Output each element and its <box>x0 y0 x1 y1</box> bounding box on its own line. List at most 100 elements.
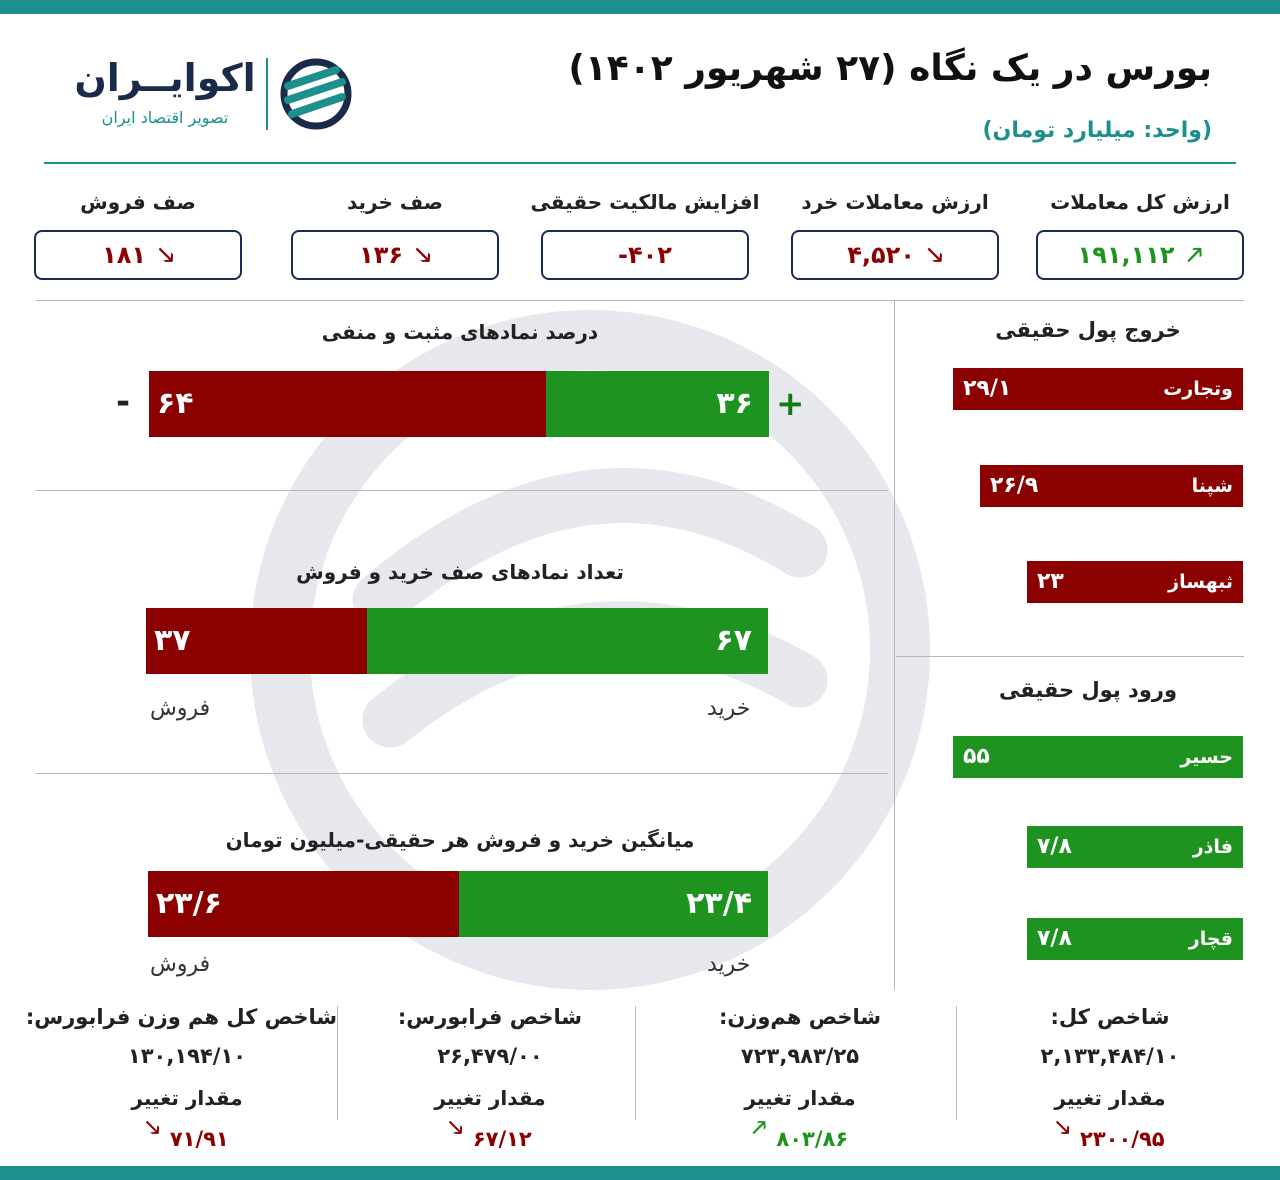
arrow-up-right-icon: 🡕 <box>1186 241 1203 269</box>
inflow-value: ۷/۸ <box>1037 926 1072 951</box>
queues-negative-bar: ۳۷ <box>146 608 367 674</box>
inflow-bar: حسیر ۵۵ <box>953 736 1243 778</box>
page-title: بورس در یک نگاه (۲۷ شهریور ۱۴۰۲) <box>568 48 1212 89</box>
index-value: ۱۳۰,۱۹۴/۱۰ <box>127 1044 247 1068</box>
logo-name: اکوایــران <box>74 56 256 100</box>
outflow-title: خروج پول حقیقی <box>995 318 1181 342</box>
index-change-value: ۷۱/۹۱ <box>169 1127 229 1151</box>
top-accent-bar <box>0 0 1280 14</box>
index-change-label: مقدار تغییر <box>744 1086 856 1110</box>
logo-tagline: تصویر اقتصاد ایران <box>101 108 229 127</box>
averages-negative-bar: ۲۳/۶ <box>148 871 459 937</box>
index-column: شاخص فرابورس: ۲۶,۴۷۹/۰۰ مقدار تغییر ۶۷/۱۲ 🡖 <box>340 1000 640 1160</box>
grid-line <box>896 656 1244 657</box>
outflow-value: ۲۶/۹ <box>990 473 1039 498</box>
inflow-symbol: فاذر <box>1192 836 1233 858</box>
metric-value: ۱۸۱ <box>102 241 147 269</box>
inflow-bar: قچار ۷/۸ <box>1027 918 1243 960</box>
outflow-bar: ثبهساز ۲۳ <box>1027 561 1243 603</box>
inflow-title: ورود پول حقیقی <box>998 678 1178 702</box>
queues-positive-bar: ۶۷ <box>367 608 768 674</box>
unit-label: (واحد: میلیارد تومان) <box>982 118 1213 143</box>
averages-title: میانگین خرید و فروش هر حقیقی-میلیون توما… <box>225 828 695 852</box>
arrow-down-right-icon: 🡖 <box>415 241 431 269</box>
queues-buy-label: خرید <box>707 696 751 721</box>
arrow-down-right-icon: 🡖 <box>448 1116 463 1141</box>
grid-line <box>635 1006 636 1120</box>
metric-box: ۱۸۱ 🡖 <box>34 230 242 280</box>
metric-label: صف فروش <box>80 190 196 214</box>
metric-box: ۴,۵۲۰ 🡖 <box>791 230 999 280</box>
index-name: شاخص فرابورس: <box>397 1005 583 1029</box>
index-change: ۷۱/۹۱ 🡖 <box>37 1118 337 1160</box>
index-change-value: ۸۰۳/۸۶ <box>776 1127 849 1151</box>
metric-box: ۱۹۱,۱۱۲ 🡕 <box>1036 230 1244 280</box>
index-name: شاخص کل هم وزن فرابورس: <box>25 1005 337 1029</box>
arrow-down-right-icon: 🡖 <box>1055 1116 1070 1141</box>
pos-neg-positive-bar: ۳۶ <box>546 371 769 437</box>
outflow-value: ۲۳ <box>1037 569 1064 594</box>
outflow-bar: شپنا ۲۶/۹ <box>980 465 1243 507</box>
outflow-bar: وتجارت ۲۹/۱ <box>953 368 1243 410</box>
metric-box: ۱۳۶ 🡖 <box>291 230 499 280</box>
index-change: ۸۰۳/۸۶ 🡕 <box>650 1118 950 1160</box>
plus-sign: + <box>776 384 805 424</box>
queues-positive-value: ۶۷ <box>715 623 752 658</box>
outflow-symbol: ثبهساز <box>1168 571 1233 593</box>
index-column: شاخص کل: ۲,۱۳۳,۴۸۴/۱۰ مقدار تغییر ۲۳۰۰/۹۵ 🡖 <box>960 1000 1260 1160</box>
averages-buy-label: خرید <box>707 952 751 977</box>
grid-line <box>337 1006 338 1120</box>
inflow-symbol: حسیر <box>1180 746 1233 768</box>
averages-positive-value: ۲۳/۴ <box>686 886 752 921</box>
metric-label: ارزش کل معاملات <box>1050 190 1230 214</box>
queues-title: تعداد نمادهای صف خرید و فروش <box>296 560 624 584</box>
grid-line <box>36 490 888 491</box>
inflow-symbol: قچار <box>1188 928 1233 950</box>
arrow-up-right-icon: 🡕 <box>751 1116 767 1141</box>
metric-box: -۴۰۲ <box>541 230 749 280</box>
grid-line <box>36 300 1244 301</box>
inflow-bar: فاذر ۷/۸ <box>1027 826 1243 868</box>
index-change-label: مقدار تغییر <box>1054 1086 1166 1110</box>
brand-logo: اکوایــران تصویر اقتصاد ایران <box>70 52 360 136</box>
header-divider <box>44 162 1236 164</box>
minus-sign: - <box>116 382 131 422</box>
pos-neg-title: درصد نمادهای مثبت و منفی <box>321 320 599 344</box>
arrow-down-right-icon: 🡖 <box>926 241 943 269</box>
queues-sell-label: فروش <box>150 696 211 721</box>
metric-label: افزایش مالکیت حقیقی <box>530 190 760 214</box>
index-change-label: مقدار تغییر <box>434 1086 546 1110</box>
pos-neg-positive-value: ۳۶ <box>716 386 753 421</box>
arrow-down-right-icon: 🡖 <box>145 1116 160 1141</box>
grid-line <box>894 300 895 990</box>
metric-label: صف خرید <box>346 190 444 214</box>
index-column: شاخص کل هم وزن فرابورس: ۱۳۰,۱۹۴/۱۰ مقدار ت… <box>25 1000 337 1160</box>
metric-value: -۴۰۲ <box>618 241 672 269</box>
metric-value: ۱۳۶ <box>359 241 404 269</box>
inflow-value: ۷/۸ <box>1037 834 1072 859</box>
index-name: شاخص کل: <box>1050 1005 1170 1029</box>
pos-neg-negative-bar: ۶۴ <box>149 371 546 437</box>
index-column: شاخص هم‌وزن: ۷۲۳,۹۸۳/۲۵ مقدار تغییر ۸۰۳/۸۶ 🡕 <box>650 1000 950 1160</box>
ecoiran-logo-mark-icon <box>280 58 352 130</box>
bottom-accent-bar <box>0 1166 1280 1180</box>
outflow-symbol: شپنا <box>1191 475 1233 497</box>
grid-line <box>36 773 888 774</box>
logo-divider <box>266 58 268 130</box>
index-name: شاخص هم‌وزن: <box>718 1005 882 1029</box>
grid-line <box>956 1006 957 1120</box>
index-change: ۶۷/۱۲ 🡖 <box>340 1118 640 1160</box>
queues-negative-value: ۳۷ <box>154 623 191 658</box>
metric-label: ارزش معاملات خرد <box>801 190 989 214</box>
metric-value: ۴,۵۲۰ <box>847 241 915 269</box>
outflow-symbol: وتجارت <box>1163 378 1233 400</box>
metric-value: ۱۹۱,۱۱۲ <box>1077 241 1175 269</box>
averages-negative-value: ۲۳/۶ <box>156 886 222 921</box>
index-value: ۲۶,۴۷۹/۰۰ <box>437 1044 543 1068</box>
inflow-value: ۵۵ <box>963 744 990 769</box>
index-value: ۷۲۳,۹۸۳/۲۵ <box>740 1044 860 1068</box>
averages-positive-bar: ۲۳/۴ <box>459 871 768 937</box>
index-change-value: ۲۳۰۰/۹۵ <box>1080 1127 1165 1151</box>
index-change: ۲۳۰۰/۹۵ 🡖 <box>960 1118 1260 1160</box>
index-change-value: ۶۷/۱۲ <box>472 1127 532 1151</box>
